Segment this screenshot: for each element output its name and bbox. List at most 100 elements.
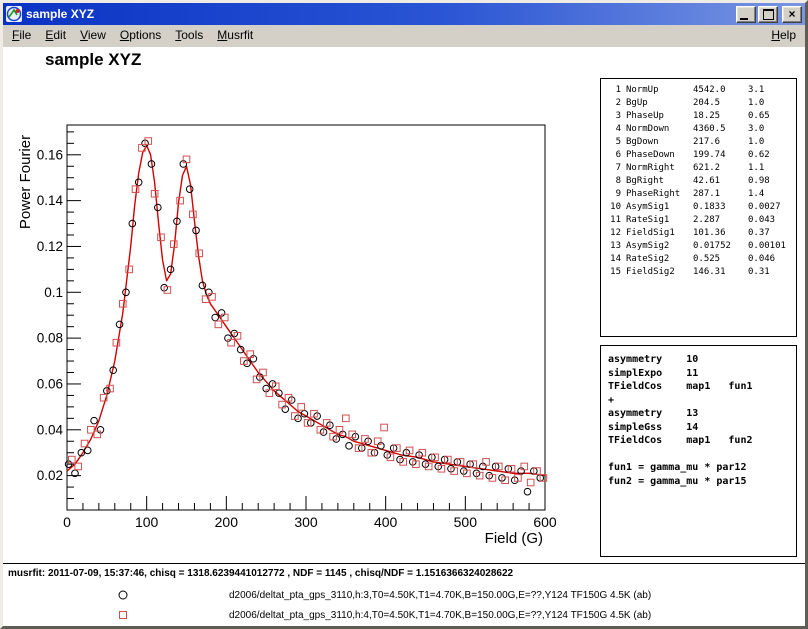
parameter-row: 4NormDown4360.53.0 — [607, 123, 796, 136]
parameters-panel: 1NormUp4542.03.12BgUp204.51.03PhaseUp18.… — [600, 78, 797, 337]
window-controls: × — [736, 6, 802, 23]
legend-entry: d2006/deltat_pta_gps_3110,h:3,T0=4.50K,T… — [3, 585, 805, 605]
x-tick-label: 0 — [63, 514, 71, 530]
x-tick-label: 100 — [135, 514, 159, 530]
parameter-value: 204.5 — [693, 97, 743, 110]
parameter-row: 7NormRight621.21.1 — [607, 162, 796, 175]
square-marker-icon — [115, 607, 131, 623]
titlebar[interactable]: sample XYZ × — [3, 3, 805, 25]
menubar: FileEditViewOptionsToolsMusrfit Help — [3, 25, 805, 47]
parameter-row: 8BgRight42.610.98 — [607, 175, 796, 188]
parameter-num: 3 — [607, 110, 621, 123]
parameter-row: 14RateSig20.5250.046 — [607, 253, 796, 266]
parameter-row: 12 FieldSig1 101.36 0.37 — [607, 227, 796, 240]
window-title: sample XYZ — [26, 7, 736, 21]
parameter-name: NormUp — [626, 84, 688, 97]
parameter-num: 5 — [607, 136, 621, 149]
parameter-num: 15 — [607, 266, 621, 279]
x-tick-label: 300 — [294, 514, 318, 530]
plot-axes: 01002003004005006000.020.040.060.080.10.… — [37, 125, 557, 530]
parameter-error: 0.62 — [748, 149, 796, 162]
menu-help[interactable]: Help — [764, 25, 803, 47]
parameter-error: 0.043 — [748, 214, 796, 227]
parameter-row: 6PhaseDown199.740.62 — [607, 149, 796, 162]
y-tick-label: 0.1 — [44, 285, 63, 300]
parameter-num: 8 — [607, 175, 621, 188]
fit-info: musrfit: 2011-07-09, 15:37:46, chisq = 1… — [8, 568, 513, 579]
parameter-value: 4542.0 — [693, 84, 743, 97]
parameter-error: 0.65 — [748, 110, 796, 123]
parameter-num: 14 — [607, 253, 621, 266]
parameter-name: FieldSig1 — [626, 227, 688, 240]
y-tick-label: 0.04 — [37, 422, 64, 437]
parameter-value: 2.287 — [693, 214, 743, 227]
y-tick-label: 0.02 — [37, 468, 63, 483]
y-tick-label: 0.06 — [37, 376, 63, 391]
parameter-name: BgDown — [626, 136, 688, 149]
y-tick-label: 0.16 — [37, 147, 63, 162]
parameter-value: 217.6 — [693, 136, 743, 149]
circle-marker-icon — [115, 587, 131, 603]
x-axis-label: Field (G) — [485, 530, 543, 547]
y-axis-label: Power Fourier — [17, 135, 34, 229]
parameter-value: 146.31 — [693, 266, 743, 279]
parameter-error: 1.0 — [748, 136, 796, 149]
theory-line: simplExpo 11 — [608, 367, 796, 381]
theory-lines: asymmetry 10simplExpo 11TFieldCos map1 f… — [608, 353, 796, 488]
theory-line: TFieldCos map1 fun1 — [608, 380, 796, 394]
menu-file[interactable]: File — [5, 25, 38, 47]
parameter-name: FieldSig2 — [626, 266, 688, 279]
theory-panel: asymmetry 10simplExpo 11TFieldCos map1 f… — [600, 345, 797, 557]
parameter-value: 0.01752 — [693, 240, 743, 253]
parameter-name: RateSig1 — [626, 214, 688, 227]
parameter-list: 1NormUp4542.03.12BgUp204.51.03PhaseUp18.… — [607, 84, 796, 279]
theory-line: + — [608, 394, 796, 408]
y-tick-label: 0.08 — [37, 331, 63, 346]
parameter-row: 9PhaseRight287.11.4 — [607, 188, 796, 201]
parameter-row: 15FieldSig2146.310.31 — [607, 266, 796, 279]
y-tick-label: 0.12 — [37, 239, 63, 254]
parameter-error: 3.0 — [748, 123, 796, 136]
menu-options[interactable]: Options — [113, 25, 168, 47]
parameter-row: 13AsymSig20.017520.00101 — [607, 240, 796, 253]
parameter-num: 10 — [607, 201, 621, 214]
legend-entry: d2006/deltat_pta_gps_3110,h:4,T0=4.50K,T… — [3, 605, 805, 625]
parameter-name: BgUp — [626, 97, 688, 110]
parameter-value: 0.525 — [693, 253, 743, 266]
theory-line: fun2 = gamma_mu * par15 — [608, 475, 796, 489]
maximize-icon — [763, 9, 774, 20]
parameter-value: 4360.5 — [693, 123, 743, 136]
plot-frame — [67, 125, 545, 510]
theory-line: simpleGss 14 — [608, 421, 796, 435]
menu-view[interactable]: View — [73, 25, 113, 47]
parameter-error: 3.1 — [748, 84, 796, 97]
x-tick-label: 400 — [374, 514, 398, 530]
parameter-value: 101.36 — [693, 227, 743, 240]
parameter-name: PhaseRight — [626, 188, 688, 201]
menu-left-group: FileEditViewOptionsToolsMusrfit — [5, 25, 260, 47]
parameter-name: BgRight — [626, 175, 688, 188]
app-icon — [6, 6, 22, 22]
parameter-num: 13 — [607, 240, 621, 253]
minimize-button[interactable] — [736, 6, 756, 23]
parameter-num: 7 — [607, 162, 621, 175]
theory-line: TFieldCos map1 fun2 — [608, 434, 796, 448]
app-window: sample XYZ × FileEditViewOptionsToolsMus… — [0, 0, 808, 629]
parameter-value: 18.25 — [693, 110, 743, 123]
menu-musrfit[interactable]: Musrfit — [210, 25, 260, 47]
parameter-error: 0.0027 — [748, 201, 796, 214]
maximize-button[interactable] — [758, 6, 778, 23]
plot-title: sample XYZ — [45, 50, 141, 70]
parameter-name: NormRight — [626, 162, 688, 175]
parameter-num: 12 — [607, 227, 621, 240]
menu-edit[interactable]: Edit — [38, 25, 73, 47]
close-button[interactable]: × — [782, 6, 802, 23]
parameter-num: 6 — [607, 149, 621, 162]
menu-right-group: Help — [764, 25, 803, 47]
parameter-num: 9 — [607, 188, 621, 201]
menu-tools[interactable]: Tools — [168, 25, 210, 47]
parameter-row: 2BgUp204.51.0 — [607, 97, 796, 110]
parameter-error: 0.37 — [748, 227, 796, 240]
parameter-error: 1.0 — [748, 97, 796, 110]
theory-line — [608, 448, 796, 462]
